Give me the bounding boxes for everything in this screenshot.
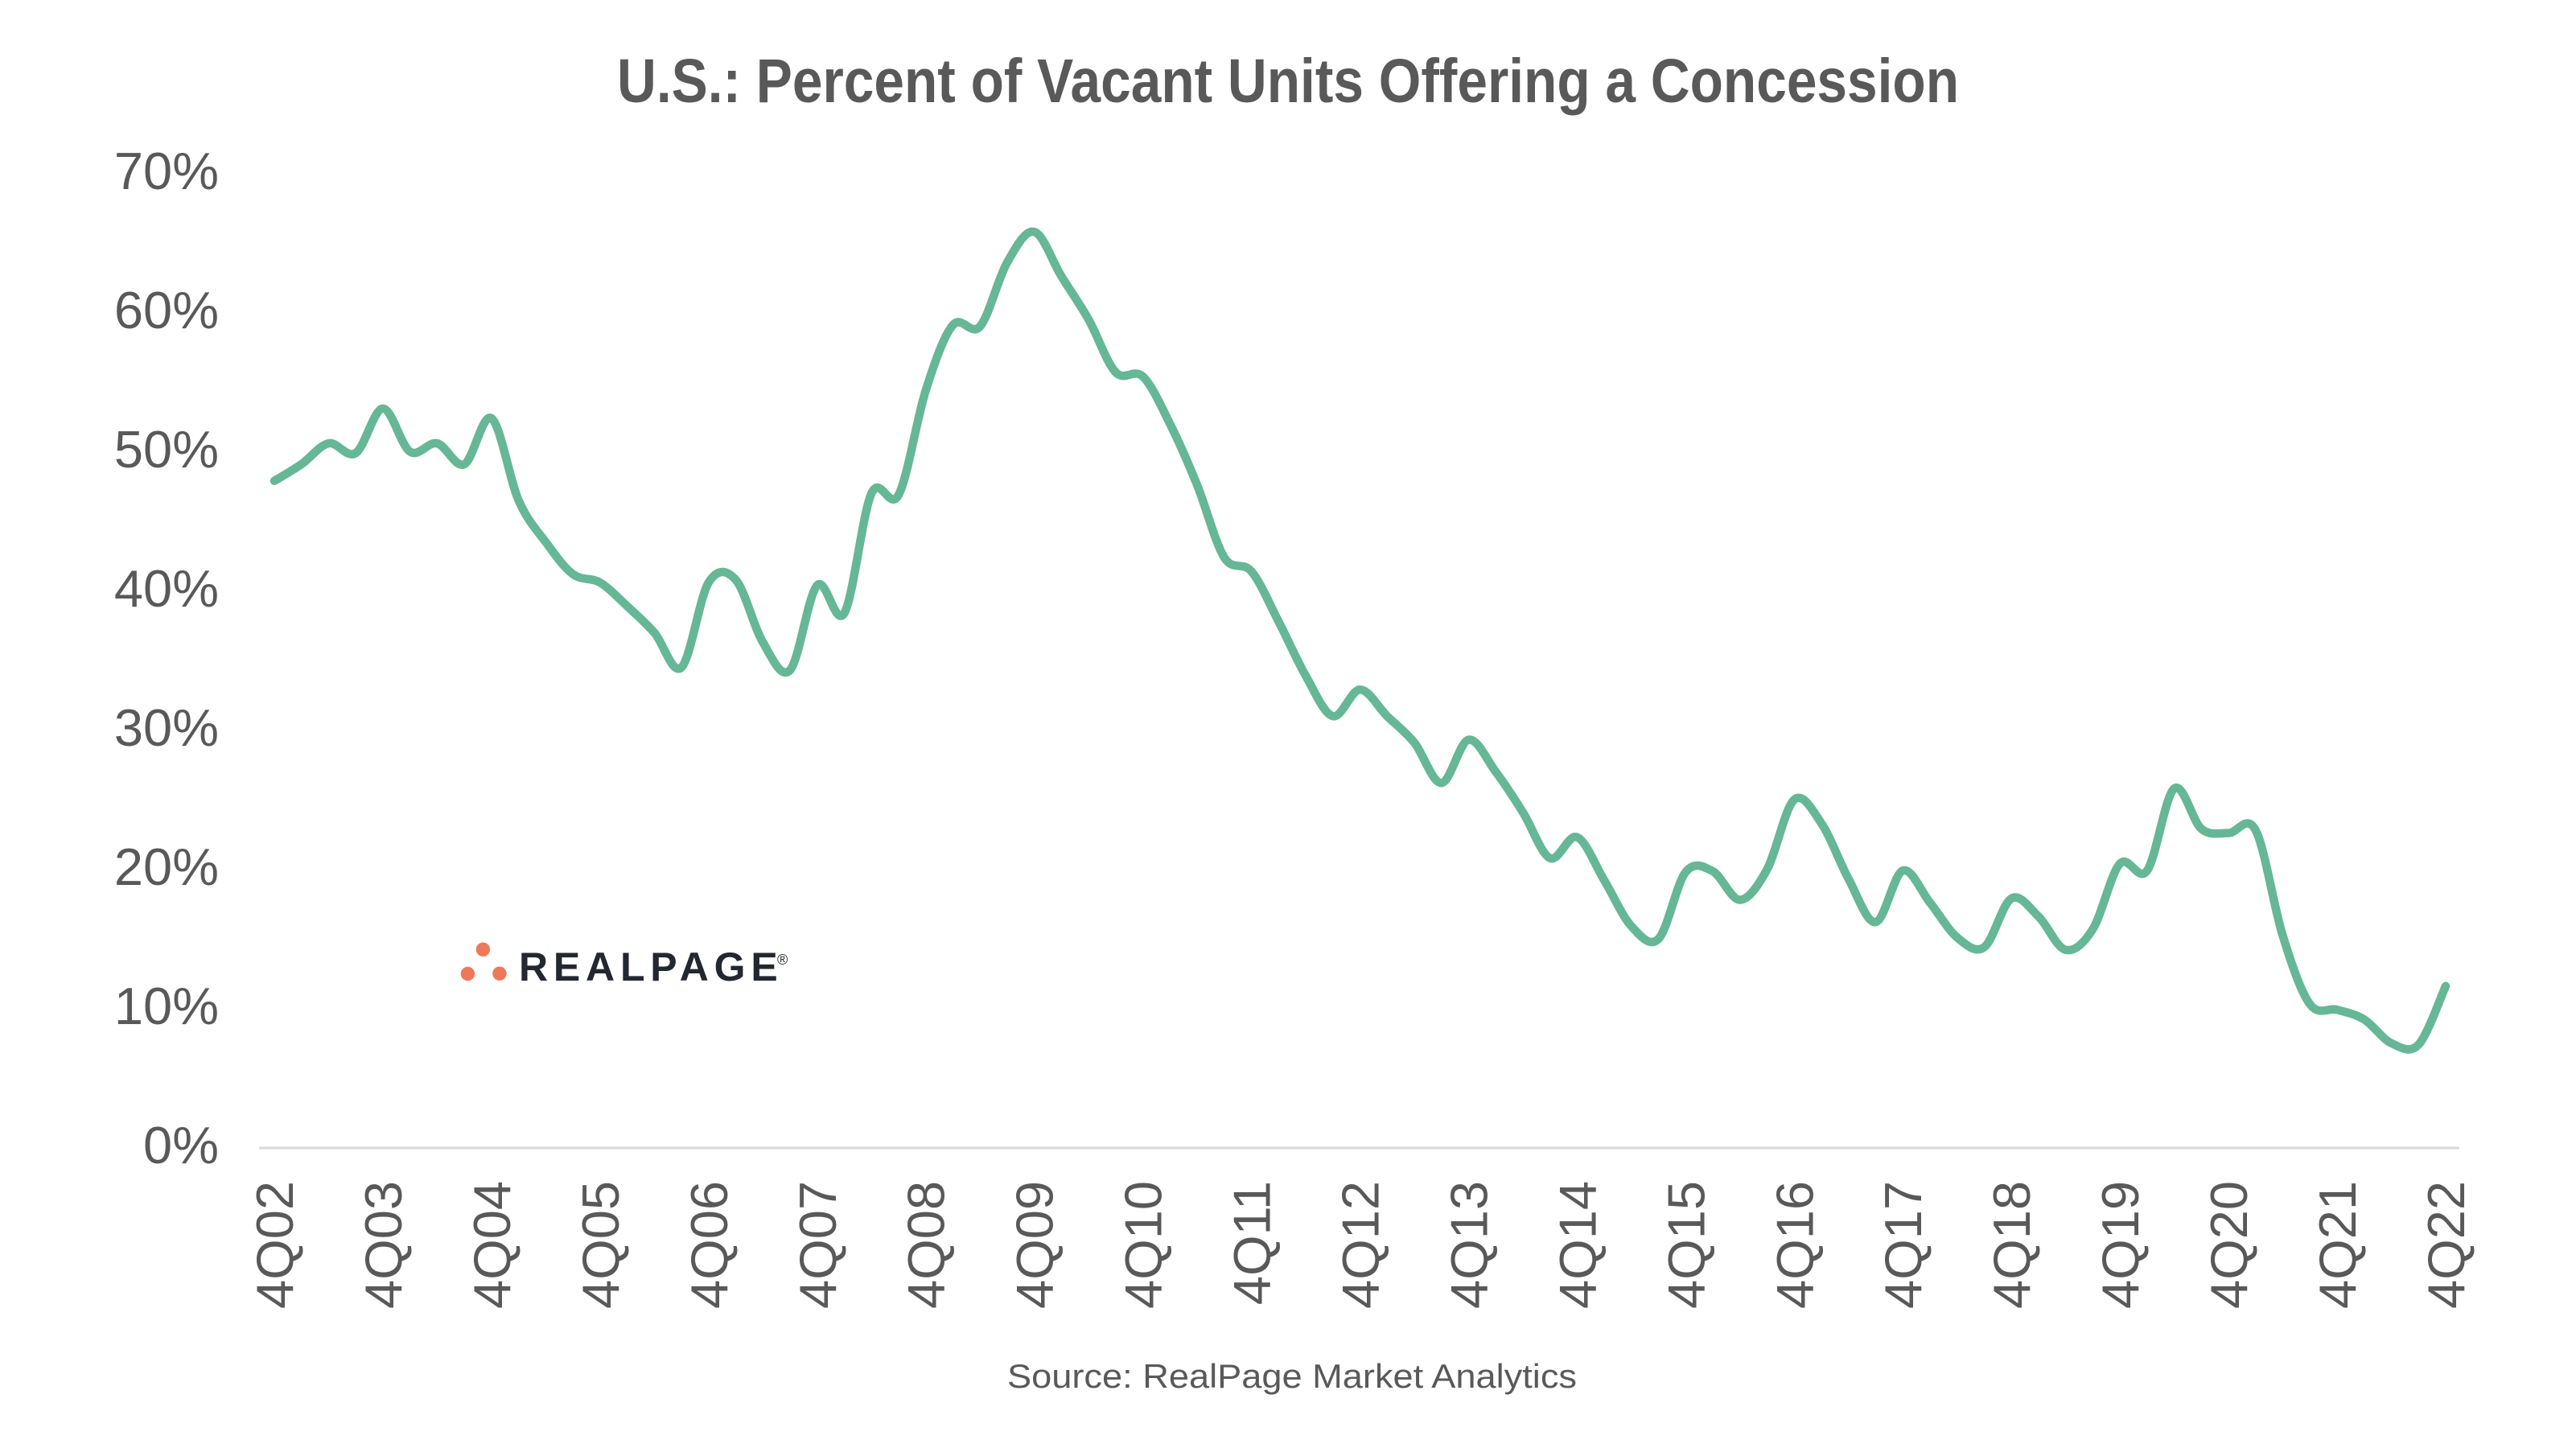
- svg-text:4Q05: 4Q05: [571, 1181, 630, 1309]
- svg-text:60%: 60%: [114, 281, 219, 339]
- svg-text:4Q16: 4Q16: [1765, 1181, 1824, 1309]
- svg-text:U.S.: Percent of Vacant Units: U.S.: Percent of Vacant Units Offering a…: [617, 47, 1959, 116]
- svg-text:4Q14: 4Q14: [1548, 1181, 1607, 1309]
- svg-text:4Q07: 4Q07: [788, 1181, 847, 1309]
- svg-text:4Q02: 4Q02: [245, 1181, 304, 1309]
- svg-text:10%: 10%: [114, 977, 219, 1035]
- svg-text:70%: 70%: [114, 142, 219, 200]
- svg-text:4Q18: 4Q18: [1982, 1181, 2041, 1309]
- svg-text:0%: 0%: [143, 1116, 219, 1175]
- svg-text:4Q19: 4Q19: [2091, 1181, 2150, 1309]
- svg-text:4Q06: 4Q06: [680, 1181, 739, 1309]
- svg-text:Source: RealPage Market Analyt: Source: RealPage Market Analytics: [1007, 1357, 1577, 1395]
- svg-text:4Q04: 4Q04: [463, 1181, 521, 1309]
- svg-text:4Q15: 4Q15: [1656, 1181, 1715, 1309]
- svg-text:50%: 50%: [114, 420, 219, 479]
- svg-text:REALPAGE: REALPAGE: [519, 944, 784, 989]
- svg-text:4Q12: 4Q12: [1331, 1181, 1390, 1309]
- svg-text:4Q17: 4Q17: [1874, 1181, 1932, 1309]
- svg-text:4Q03: 4Q03: [354, 1181, 413, 1309]
- svg-text:4Q11: 4Q11: [1223, 1181, 1282, 1305]
- svg-text:40%: 40%: [114, 559, 219, 618]
- svg-text:4Q22: 4Q22: [2417, 1181, 2475, 1309]
- svg-text:4Q13: 4Q13: [1439, 1181, 1498, 1309]
- svg-text:4Q10: 4Q10: [1114, 1181, 1173, 1309]
- svg-text:4Q09: 4Q09: [1006, 1181, 1064, 1309]
- svg-text:®: ®: [777, 952, 788, 968]
- svg-text:4Q08: 4Q08: [897, 1181, 956, 1309]
- svg-text:4Q20: 4Q20: [2199, 1181, 2258, 1309]
- svg-text:4Q21: 4Q21: [2308, 1181, 2367, 1309]
- svg-text:30%: 30%: [114, 698, 219, 757]
- svg-text:20%: 20%: [114, 837, 219, 896]
